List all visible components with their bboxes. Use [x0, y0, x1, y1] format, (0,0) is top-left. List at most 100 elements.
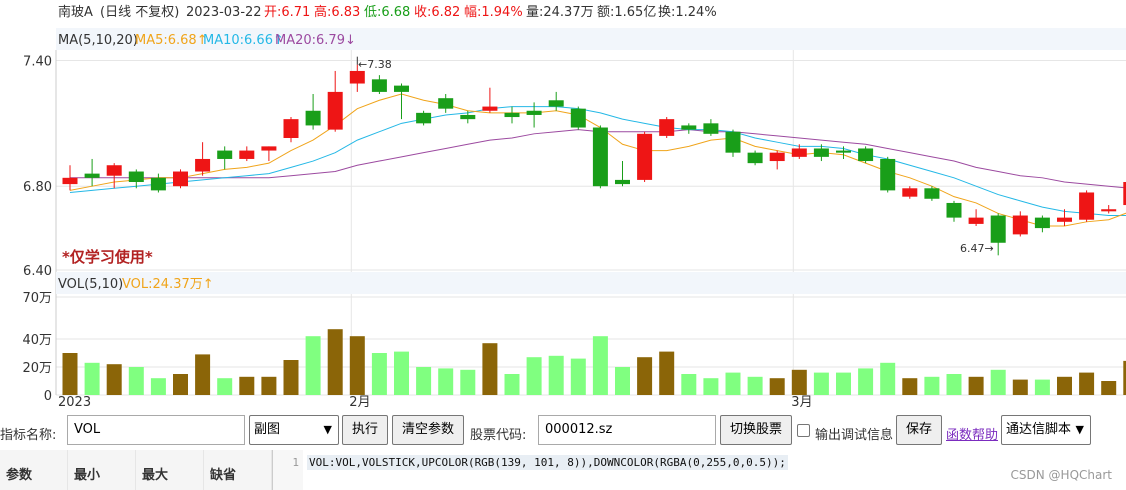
candle-body — [1057, 217, 1072, 222]
volume-bar — [173, 374, 188, 395]
volume-tick-label: 0 — [44, 389, 52, 404]
candle-body — [526, 110, 542, 115]
volume-bar — [548, 355, 564, 395]
candle-body — [62, 177, 78, 185]
candle-body — [791, 148, 807, 157]
volume-bar — [504, 374, 520, 395]
volume-bar — [769, 378, 785, 395]
volume-bar — [1057, 376, 1072, 395]
window-select[interactable]: 副图 ▼ — [249, 415, 339, 445]
volume-bar — [968, 376, 984, 395]
indicator-name-label: 指标名称: — [0, 428, 57, 443]
volume-bar — [880, 362, 896, 395]
volume-tick-label: 70万 — [22, 291, 52, 306]
header-volume: 量:24.37万 — [526, 5, 594, 20]
script-code-line[interactable]: VOL:VOL,VOLSTICK,UPCOLOR(RGB(139, 101, 8… — [307, 455, 788, 470]
run-button[interactable]: 执行 — [342, 415, 388, 445]
indicator-name-input[interactable]: VOL — [67, 415, 245, 445]
volume-bar — [460, 369, 476, 395]
volume-bar — [946, 374, 962, 395]
volume-bar — [902, 378, 918, 395]
low-price-annotation: 6.47→ — [960, 242, 994, 255]
kline-chart[interactable]: 南玻A (日线 不复权) 2023-03-22 开:6.71 高:6.83 低:… — [0, 0, 1126, 410]
volume-bar — [681, 374, 697, 395]
volume-tick-label: 20万 — [22, 361, 52, 376]
study-only-watermark: *仅学习使用* — [62, 248, 153, 266]
ma20-legend: MA20:6.79↓ — [275, 33, 356, 48]
function-help-link[interactable]: 函数帮助 — [946, 428, 999, 443]
candle-body — [150, 177, 166, 191]
candle-body — [637, 133, 653, 180]
debug-output-label: 输出调试信息 — [815, 428, 894, 443]
param-header-max: 最大 — [136, 450, 204, 490]
script-editor[interactable]: 1 VOL:VOL,VOLSTICK,UPCOLOR(RGB(139, 101,… — [272, 450, 1126, 490]
volume-bar — [217, 378, 233, 395]
volume-bar — [637, 357, 653, 395]
candle-body — [813, 148, 829, 157]
candle-body — [725, 131, 741, 153]
param-header-min: 最小 — [68, 450, 136, 490]
price-tick-label: 6.40 — [23, 264, 52, 279]
candle-body — [504, 112, 520, 118]
volume-bar — [747, 376, 763, 395]
header-low: 低:6.68 — [364, 5, 410, 20]
volume-bar — [128, 367, 144, 395]
volume-bar — [371, 353, 387, 395]
candlesticks — [62, 56, 1126, 256]
header-amount: 额:1.65亿 — [597, 5, 656, 20]
header-change: 幅:1.94% — [464, 5, 523, 20]
script-type-select[interactable]: 通达信脚本 ▼ — [1001, 415, 1091, 445]
candle-body — [880, 158, 896, 191]
vol-legend-title: VOL(5,10) — [58, 277, 123, 292]
script-type-value: 通达信脚本 — [1006, 422, 1072, 437]
candle-body — [570, 108, 586, 128]
candle-body — [592, 127, 608, 187]
header-open: 开:6.71 — [264, 5, 310, 20]
volume-bar — [239, 376, 255, 395]
candle-body — [990, 215, 1006, 243]
candle-body — [946, 202, 962, 218]
volume-bar — [1123, 360, 1126, 395]
param-header-name: 参数 — [0, 450, 68, 490]
high-price-annotation: ←7.38 — [358, 58, 392, 71]
candle-body — [924, 188, 940, 199]
volume-bar — [394, 351, 409, 395]
volume-bar — [438, 368, 454, 395]
volume-axis: 70万 40万 20万 0 — [22, 291, 52, 404]
script-toolbar: 指标名称: VOL 副图 ▼ 执行 清空参数 股票代码: 000012.sz 切… — [0, 412, 1126, 448]
price-tick-label: 7.40 — [23, 54, 52, 69]
volume-bar — [924, 376, 940, 395]
ma5-legend: MA5:6.68↑ — [135, 33, 208, 48]
candle-body — [747, 152, 763, 164]
candle-body — [836, 150, 851, 153]
ma-legend-bar — [56, 28, 1126, 50]
stock-code-input[interactable]: 000012.sz — [538, 415, 716, 445]
candle-body — [195, 158, 211, 172]
volume-bar — [1079, 372, 1095, 395]
candle-body — [769, 152, 785, 162]
volume-bar — [84, 362, 100, 395]
volume-bar — [195, 354, 211, 395]
clear-params-button[interactable]: 清空参数 — [392, 415, 464, 445]
volume-bars — [62, 329, 1126, 395]
candle-body — [283, 119, 299, 138]
candle-body — [902, 188, 918, 197]
candle-body — [659, 119, 675, 136]
volume-bar — [615, 367, 630, 395]
save-button[interactable]: 保存 — [896, 415, 942, 445]
credit-text: CSDN @HQChart — [1010, 468, 1112, 482]
candle-body — [548, 100, 564, 107]
ma-legend-title: MA(5,10,20) — [58, 33, 138, 48]
header-stock-name: 南玻A — [58, 4, 93, 20]
volume-bar — [327, 329, 343, 395]
volume-bar — [592, 336, 608, 395]
candle-body — [681, 125, 697, 130]
switch-stock-button[interactable]: 切换股票 — [720, 415, 792, 445]
volume-bar — [261, 376, 277, 395]
header-period: (日线 不复权) — [100, 4, 179, 20]
volume-bar — [990, 369, 1006, 395]
volume-bar — [813, 372, 829, 395]
debug-output-checkbox[interactable] — [797, 424, 810, 437]
volume-bar — [283, 360, 299, 395]
volume-bar — [62, 353, 78, 395]
